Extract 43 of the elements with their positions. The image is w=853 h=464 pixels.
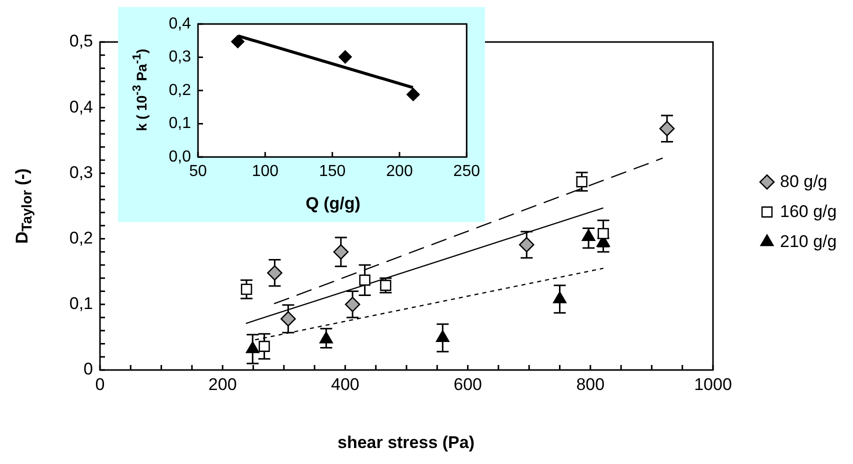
- x-axis-title: Q (g/g): [306, 194, 360, 214]
- y-tick-label: 0,1: [69, 294, 93, 314]
- x-tick-label: 250: [453, 163, 480, 180]
- y-tick-label: 0,1: [168, 115, 192, 132]
- y-tick-label: 0,3: [69, 162, 93, 182]
- legend-label: 210 g/g: [780, 232, 837, 252]
- x-tick-label: 50: [189, 163, 207, 180]
- point: [258, 340, 270, 352]
- x-tick-label: 150: [318, 163, 346, 180]
- point: [359, 274, 370, 286]
- y-tick-label: 0,3: [168, 48, 192, 66]
- point: [246, 341, 260, 354]
- y-tick-label: 0,4: [69, 97, 93, 116]
- x-tick-label: 1000: [694, 374, 732, 394]
- y-tick-label: 0: [84, 360, 93, 379]
- point: [406, 88, 420, 102]
- y-tick-label: 0,2: [69, 228, 93, 248]
- y-tick-label: 0,0: [168, 148, 192, 166]
- x-tick-label: 400: [331, 374, 360, 394]
- point: [280, 311, 296, 326]
- point: [344, 296, 360, 312]
- x-tick-label: 0: [95, 374, 105, 394]
- point: [553, 292, 566, 304]
- point: [338, 50, 352, 64]
- y-tick-label: 0,4: [168, 15, 192, 32]
- point: [436, 330, 450, 342]
- y-tick-label: 0,2: [168, 82, 192, 99]
- point: [519, 237, 534, 252]
- y-tick-label: 0,5: [69, 32, 93, 51]
- point: [319, 332, 333, 344]
- point: [659, 120, 675, 136]
- x-axis-title: shear stress (Pa): [337, 433, 475, 453]
- x-tick-label: 200: [208, 374, 237, 394]
- point: [267, 265, 282, 281]
- point: [598, 228, 609, 240]
- legend-label: 160 g/g: [780, 202, 837, 222]
- x-tick-label: 800: [576, 374, 605, 394]
- legend-label: 80 g/g: [780, 172, 828, 192]
- x-tick-label: 200: [386, 163, 413, 180]
- x-tick-label: 100: [252, 163, 279, 180]
- point: [231, 34, 244, 48]
- x-tick-label: 600: [454, 374, 482, 394]
- point: [333, 244, 349, 260]
